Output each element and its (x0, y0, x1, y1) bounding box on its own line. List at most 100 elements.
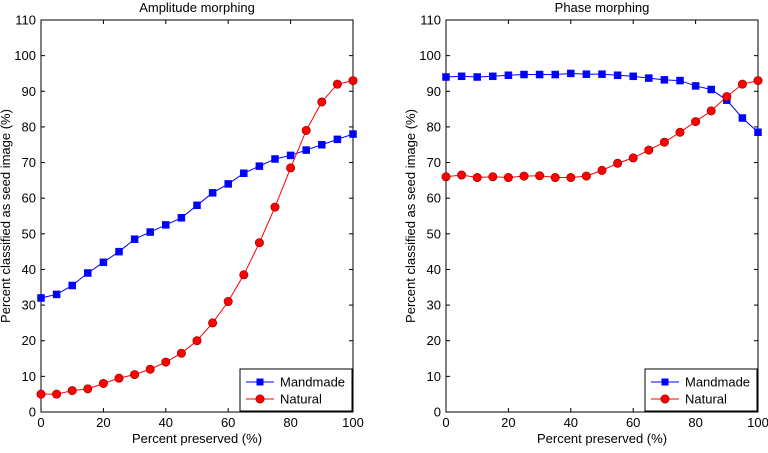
x-tick-label: 0 (37, 415, 44, 430)
y-tick-label: 80 (22, 119, 36, 134)
legend-label: Mandmade (280, 375, 345, 390)
legend: Mandmade Natural (239, 368, 353, 412)
x-tick-label: 60 (221, 415, 235, 430)
data-point (270, 202, 280, 212)
y-tick-label: 60 (22, 191, 36, 206)
x-axis-label: Percent preserved (%) (537, 431, 667, 446)
legend-marker (661, 378, 669, 386)
axes-frame (40, 19, 354, 413)
data-point (519, 171, 529, 181)
x-tick-label: 20 (96, 415, 110, 430)
data-point (130, 235, 139, 243)
legend-label: Mandmade (685, 375, 750, 390)
chart-title: Amplitude morphing (139, 0, 255, 15)
data-point (52, 389, 62, 399)
series-mandmade (442, 69, 762, 137)
x-tick-label: 0 (442, 415, 449, 430)
data-point (613, 158, 623, 168)
data-point (208, 318, 218, 328)
data-point (84, 269, 92, 277)
data-point (317, 97, 327, 107)
data-point (567, 69, 575, 78)
x-tick-label: 60 (626, 415, 640, 430)
y-tick-label: 50 (22, 226, 36, 241)
data-point (613, 71, 622, 79)
data-point (441, 172, 451, 182)
data-point (240, 169, 248, 177)
y-tick-label: 80 (427, 119, 441, 134)
y-axis-label: Percent classified as seed image (%) (0, 109, 13, 323)
data-point (224, 180, 232, 188)
data-point (115, 247, 123, 256)
data-point (98, 378, 108, 388)
legend-box (239, 368, 353, 412)
data-point (223, 297, 233, 307)
y-tick-label: 110 (15, 13, 36, 28)
chart-panel-2: Phase morphing 0 20 40 60 80 100 0 10 20 30 40 50 60 7… (403, 0, 768, 446)
data-point (582, 70, 591, 78)
x-axis-label: Percent preserved (%) (132, 431, 262, 446)
y-tick-label: 100 (14, 48, 36, 63)
series-mandmade (37, 130, 357, 302)
series-natural (36, 76, 358, 399)
y-tick-label: 50 (427, 226, 441, 241)
legend-marker (255, 394, 265, 404)
y-tick-label: 0 (434, 405, 441, 420)
data-point (271, 155, 279, 163)
data-point (675, 127, 685, 137)
data-point (208, 189, 217, 197)
y-tick-label: 30 (22, 298, 36, 313)
data-point (691, 82, 700, 90)
y-tick-label: 40 (22, 262, 36, 277)
y-tick-label: 10 (427, 369, 441, 384)
data-point (130, 370, 140, 380)
data-point (535, 171, 545, 181)
data-point (503, 173, 513, 183)
legend-box (644, 368, 758, 412)
legend-label: Natural (685, 392, 727, 407)
data-point (473, 73, 481, 81)
y-tick-label: 30 (427, 298, 441, 313)
data-point (37, 294, 45, 302)
data-point (333, 135, 342, 144)
data-point (535, 70, 544, 79)
data-point (754, 128, 762, 137)
y-tick-label: 0 (29, 405, 36, 420)
y-tick-label: 70 (427, 155, 441, 170)
data-point (472, 173, 482, 183)
data-point (114, 373, 124, 383)
data-point (737, 79, 747, 89)
data-point (457, 170, 467, 180)
data-point (645, 74, 653, 82)
y-tick-label: 10 (22, 369, 36, 384)
data-point (176, 348, 186, 358)
y-tick-label: 40 (427, 262, 441, 277)
data-point (83, 384, 93, 394)
data-point (192, 336, 202, 346)
data-point (597, 165, 607, 175)
data-point (161, 357, 171, 367)
legend-marker (660, 394, 670, 404)
data-point (145, 364, 155, 374)
data-point (52, 290, 61, 299)
data-point (676, 76, 684, 85)
data-point (488, 172, 498, 182)
data-point (691, 117, 701, 127)
y-tick-label: 20 (22, 333, 36, 348)
data-point (177, 214, 186, 222)
x-tick-label: 80 (283, 415, 297, 430)
data-point (598, 70, 606, 78)
data-point (659, 137, 669, 147)
data-point (146, 228, 154, 236)
data-point (581, 171, 591, 181)
data-point (302, 146, 310, 154)
y-tick-label: 60 (427, 191, 441, 206)
x-tick-label: 20 (501, 415, 515, 430)
data-point (348, 76, 358, 86)
data-point (457, 72, 466, 81)
data-point (68, 281, 76, 290)
x-tick-label: 40 (564, 415, 578, 430)
chart-title: Phase morphing (555, 0, 650, 15)
